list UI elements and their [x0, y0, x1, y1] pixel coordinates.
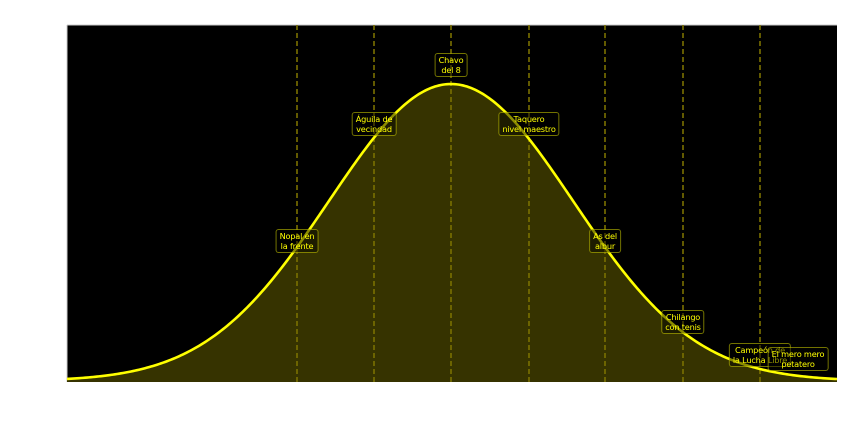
annotation-label-nopal: Nopal en la frente [275, 229, 319, 253]
area-fill [67, 84, 837, 382]
annotation-label-taquero: Taquero nivel maestro [498, 112, 560, 136]
annotation-label-chavo: Chavo del 8 [434, 53, 468, 77]
bell-curve-line [66, 82, 838, 381]
annotation-label-aguila: Águila de vecindad [351, 112, 397, 136]
annotation-label-campeon: Campeón de la Lucha Libre [728, 343, 792, 367]
annotation-label-chilango: Chilango con tenis [661, 310, 705, 334]
annotation-label-mero: El mero mero petatero [767, 347, 829, 371]
reference-lines [296, 25, 761, 382]
annotation-label-as: As del albur [589, 229, 621, 253]
